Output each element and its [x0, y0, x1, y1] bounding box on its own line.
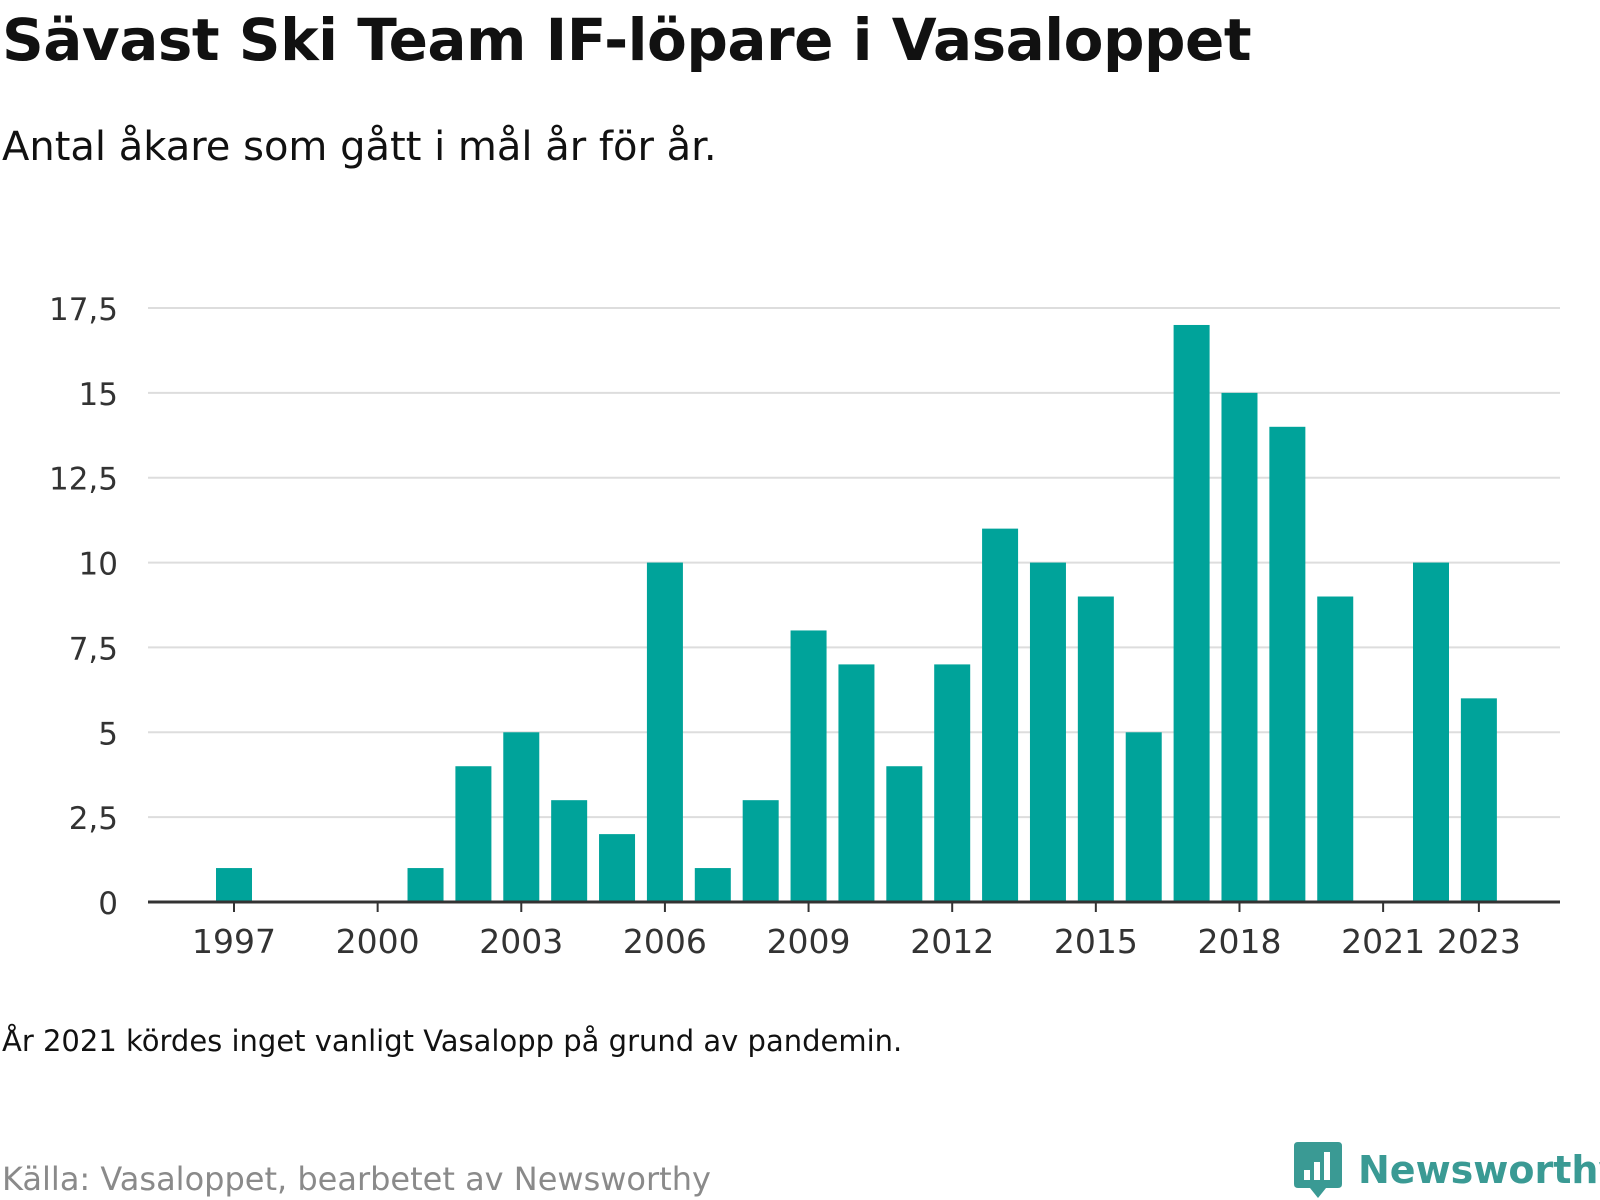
bar-2003 — [503, 732, 540, 902]
x-tick-label: 2000 — [336, 922, 420, 961]
bar-2018 — [1221, 392, 1258, 902]
bar-2002 — [455, 766, 492, 902]
bar-2006 — [646, 562, 683, 902]
bar-2020 — [1317, 596, 1354, 902]
bar-2004 — [551, 800, 588, 902]
x-tick-label: 1997 — [192, 922, 276, 961]
y-tick-label: 10 — [79, 547, 118, 583]
bar-2012 — [934, 664, 971, 902]
bar-2022 — [1413, 562, 1449, 902]
bar-2014 — [1029, 562, 1066, 902]
bar-2015 — [1077, 596, 1114, 902]
x-tick-label: 2006 — [623, 922, 707, 961]
x-tick-label: 2021 — [1341, 922, 1425, 961]
chart-note: År 2021 kördes inget vanligt Vasalopp på… — [2, 1024, 903, 1058]
x-tick-label: 2012 — [910, 922, 994, 961]
y-axis-ticks: 0 2,5 5 7,5 10 12,5 15 17,5 — [49, 292, 118, 922]
y-tick-label: 15 — [79, 377, 118, 413]
bar-chart: 0 2,5 5 7,5 10 12,5 15 17,5 1997 2000 2003 2006 200… — [49, 292, 1560, 961]
y-tick-label: 0 — [98, 886, 118, 922]
x-tick-label: 2018 — [1197, 922, 1281, 961]
x-tick-label: 2023 — [1437, 922, 1521, 961]
bar-2013 — [982, 528, 1019, 902]
bar-2010 — [838, 664, 875, 902]
y-tick-label: 2,5 — [69, 801, 118, 837]
bar-2007 — [694, 868, 731, 902]
x-tick-label: 2003 — [479, 922, 563, 961]
bar-2011 — [886, 766, 923, 902]
newsworthy-logo: Newsworthy — [1292, 1140, 1600, 1200]
bars — [216, 324, 1497, 902]
brand-name: Newsworthy — [1358, 1148, 1600, 1192]
bar-2016 — [1125, 732, 1162, 902]
bar-2008 — [742, 800, 779, 902]
bar-2019 — [1269, 426, 1306, 902]
chart-title: Sävast Ski Team IF-löpare i Vasaloppet — [2, 6, 1252, 74]
bar-1997 — [216, 868, 252, 902]
bar-2009 — [790, 630, 827, 902]
x-tick-label: 2015 — [1054, 922, 1138, 961]
x-axis: 1997 2000 2003 2006 2009 2012 2015 2018 2021 2023 — [148, 900, 1560, 961]
bar-2023 — [1460, 698, 1497, 902]
bar-2005 — [599, 834, 636, 902]
bar-2001 — [407, 868, 444, 902]
bar-2017 — [1173, 324, 1210, 902]
y-tick-label: 5 — [98, 716, 118, 752]
y-tick-label: 7,5 — [69, 631, 118, 667]
source-credit: Källa: Vasaloppet, bearbetet av Newswort… — [2, 1160, 711, 1198]
y-tick-label: 17,5 — [49, 292, 118, 328]
newsworthy-logo-icon — [1294, 1142, 1342, 1198]
x-tick-label: 2009 — [767, 922, 851, 961]
y-tick-label: 12,5 — [49, 462, 118, 498]
chart-subtitle: Antal åkare som gått i mål år för år. — [2, 124, 717, 170]
